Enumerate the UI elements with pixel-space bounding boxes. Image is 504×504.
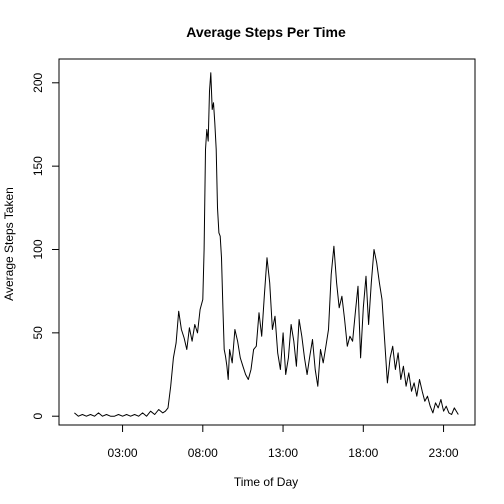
y-tick-label: 200 (31, 72, 45, 92)
y-tick-label: 0 (31, 413, 45, 420)
y-tick-label: 50 (31, 326, 45, 340)
x-tick-label: 23:00 (429, 446, 459, 460)
x-tick-label: 13:00 (268, 446, 298, 460)
steps-series-line (74, 73, 458, 416)
x-tick-label: 18:00 (348, 446, 378, 460)
plot-frame (59, 59, 475, 425)
x-tick-label: 03:00 (108, 446, 138, 460)
x-axis: 03:00 08:00 13:00 18:00 23:00 (108, 425, 459, 460)
y-axis: 0 50 100 150 200 (31, 72, 59, 419)
y-axis-label: Average Steps Taken (2, 187, 16, 301)
x-axis-label: Time of Day (234, 475, 298, 489)
x-tick-label: 08:00 (188, 446, 218, 460)
y-tick-label: 100 (31, 239, 45, 259)
chart-title: Average Steps Per Time (186, 24, 346, 40)
y-tick-label: 150 (31, 156, 45, 176)
